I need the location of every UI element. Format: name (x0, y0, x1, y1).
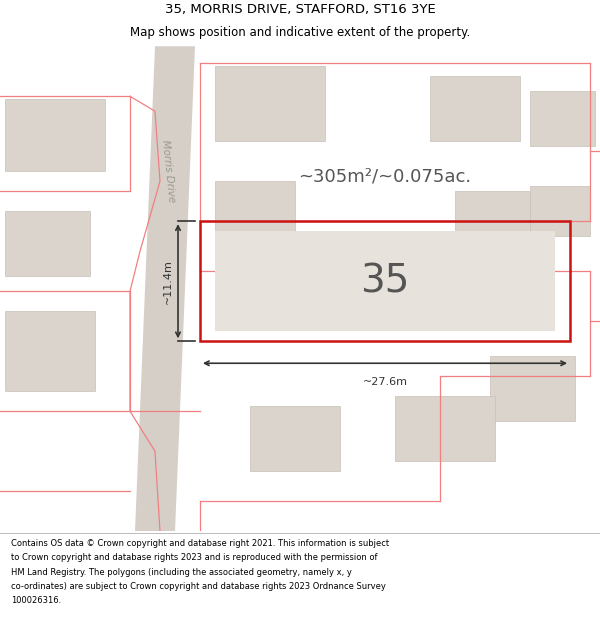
Text: HM Land Registry. The polygons (including the associated geometry, namely x, y: HM Land Registry. The polygons (includin… (11, 568, 352, 577)
Text: 35: 35 (361, 262, 410, 300)
Bar (490, 356, 575, 421)
Text: Map shows position and indicative extent of the property.: Map shows position and indicative extent… (130, 26, 470, 39)
Bar (430, 76, 520, 141)
Bar (5, 211, 90, 276)
Text: 100026316.: 100026316. (11, 596, 61, 606)
Text: ~27.6m: ~27.6m (362, 378, 407, 388)
Bar (215, 231, 555, 331)
Bar (215, 66, 325, 141)
Bar (5, 99, 105, 171)
Text: co-ordinates) are subject to Crown copyright and database rights 2023 Ordnance S: co-ordinates) are subject to Crown copyr… (11, 582, 386, 591)
Text: ~305m²/~0.075ac.: ~305m²/~0.075ac. (298, 168, 472, 185)
Text: ~11.4m: ~11.4m (163, 259, 173, 304)
Text: to Crown copyright and database rights 2023 and is reproduced with the permissio: to Crown copyright and database rights 2… (11, 553, 377, 562)
Text: Morris Drive: Morris Drive (160, 139, 176, 203)
Bar (530, 91, 595, 146)
Bar (395, 396, 495, 461)
Bar (530, 186, 590, 236)
Bar (215, 181, 295, 241)
Polygon shape (135, 46, 195, 531)
Bar (250, 406, 340, 471)
Text: Contains OS data © Crown copyright and database right 2021. This information is : Contains OS data © Crown copyright and d… (11, 539, 389, 548)
Bar (5, 311, 95, 391)
Bar (200, 221, 570, 341)
Bar (455, 191, 530, 246)
Text: 35, MORRIS DRIVE, STAFFORD, ST16 3YE: 35, MORRIS DRIVE, STAFFORD, ST16 3YE (164, 3, 436, 16)
